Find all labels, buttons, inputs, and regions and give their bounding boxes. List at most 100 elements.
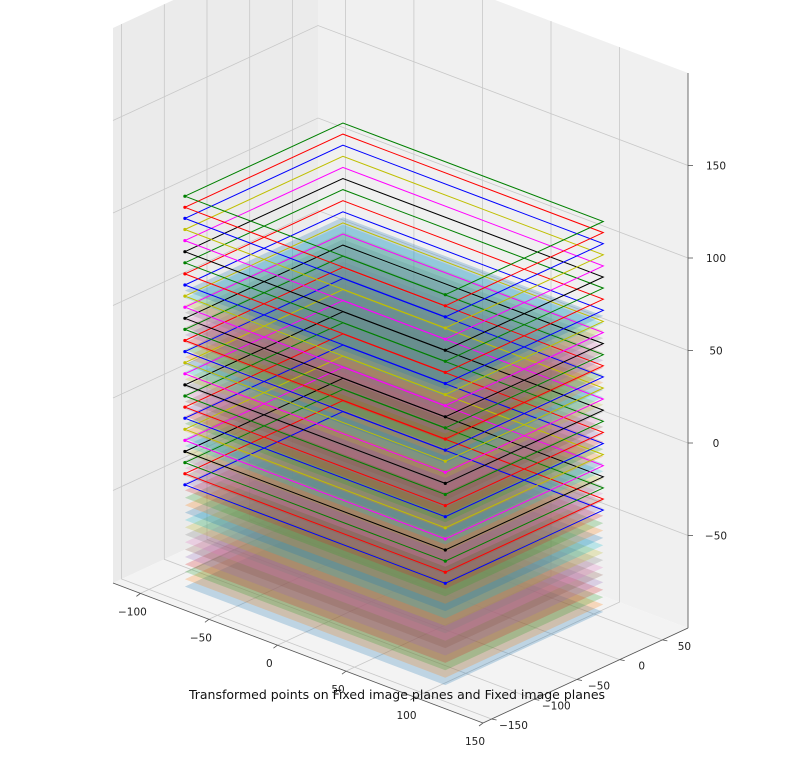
corner-point [443, 526, 447, 530]
corner-point [443, 337, 447, 341]
y-tick-mark [662, 639, 668, 642]
corner-point [183, 372, 187, 376]
grid-line-z [112, 395, 689, 536]
filled-plane [184, 350, 604, 523]
filled-plane [184, 483, 604, 656]
corner-point [443, 404, 447, 408]
corner-point [183, 483, 187, 487]
corner-point [183, 449, 187, 454]
corner-point [443, 415, 447, 419]
x-tick-label: −100 [118, 606, 147, 618]
filled-plane [184, 328, 604, 501]
filled-plane [184, 365, 604, 538]
filled-plane [184, 224, 604, 397]
chart-title: Transformed points on Fixed image planes… [188, 687, 605, 702]
filled-plane [184, 298, 604, 471]
filled-plane [184, 261, 604, 434]
x-tick-label: 100 [396, 710, 416, 722]
filled-plane [184, 468, 604, 641]
filled-plane [184, 446, 604, 619]
corner-point [183, 327, 187, 331]
corner-point [183, 216, 187, 220]
grid-line-z [112, 117, 689, 259]
axis-tick-labels: −100 −50 0 50 100 150 −150 −100 −50 0 50 −50 0 50 100 1… [118, 161, 727, 749]
floor-pane [113, 488, 688, 723]
outlined-plane [183, 155, 605, 329]
filled-plane [184, 498, 604, 671]
filled-plane [184, 343, 604, 515]
filled-plane [184, 380, 604, 552]
outlined-plane [183, 122, 605, 296]
filled-plane [184, 239, 604, 412]
corner-point [183, 239, 187, 243]
x-tick-label: 150 [465, 736, 485, 748]
x-tick-mark [273, 644, 278, 649]
y-tick-label: −150 [499, 720, 528, 732]
z-tick-label: 50 [709, 346, 722, 358]
corner-point [443, 315, 447, 319]
y-tick-label: 0 [638, 661, 645, 673]
outlined-plane [183, 166, 605, 340]
corner-point [183, 272, 187, 276]
corner-point [183, 350, 187, 354]
outlined-plane [183, 133, 605, 307]
grid-line-z [112, 302, 689, 444]
corner-point [183, 405, 187, 409]
corner-point [443, 481, 447, 485]
z-tick-label: 0 [713, 438, 720, 450]
corner-point [183, 438, 187, 442]
corner-point [443, 381, 447, 386]
corner-point [443, 437, 447, 441]
corner-point [443, 393, 447, 397]
corner-point [183, 250, 187, 254]
filled-plane-series [184, 217, 604, 686]
corner-point [183, 338, 187, 343]
corner-point [443, 459, 447, 463]
filled-plane [184, 217, 604, 390]
filled-plane [184, 424, 604, 597]
corner-point [443, 326, 447, 330]
corner-point [443, 426, 447, 430]
filled-plane [184, 431, 604, 604]
outlined-plane [183, 200, 605, 373]
z-tick-label: −50 [705, 531, 727, 543]
corner-point [443, 359, 447, 363]
y-tick-label: 50 [678, 641, 691, 653]
filled-plane [184, 409, 604, 582]
filled-plane [184, 513, 604, 686]
x-tick-mark [136, 593, 141, 597]
x-axis-line [112, 582, 484, 724]
filled-plane [184, 387, 604, 560]
corner-point [183, 261, 187, 265]
filled-plane [184, 276, 604, 449]
corner-point [183, 427, 187, 431]
corner-point [443, 370, 447, 374]
corner-point [183, 205, 187, 209]
corner-point [443, 559, 447, 563]
x-tick-mark [478, 722, 484, 727]
corner-point [183, 394, 187, 398]
outlined-plane-series [183, 122, 605, 585]
z-tick-label: 150 [706, 161, 726, 173]
corner-point [443, 504, 447, 508]
outlined-plane [183, 189, 605, 362]
corner-point [443, 492, 447, 497]
x-tick-label: 0 [266, 658, 273, 670]
grid-line-z [112, 25, 689, 166]
filled-plane [184, 505, 604, 678]
filled-plane [184, 476, 604, 649]
corner-point [443, 548, 447, 552]
filled-plane [184, 394, 604, 567]
x-tick-label: −50 [190, 632, 212, 644]
filled-plane [184, 491, 604, 663]
grid-line-z [112, 210, 689, 351]
y-tick-mark [619, 659, 625, 662]
outlined-plane [183, 144, 605, 318]
y-tick-mark [491, 718, 497, 721]
y-tick-label: −100 [542, 700, 571, 712]
x-tick-label: 50 [331, 684, 344, 696]
filled-plane [184, 439, 604, 612]
x-tick-mark [341, 670, 347, 675]
